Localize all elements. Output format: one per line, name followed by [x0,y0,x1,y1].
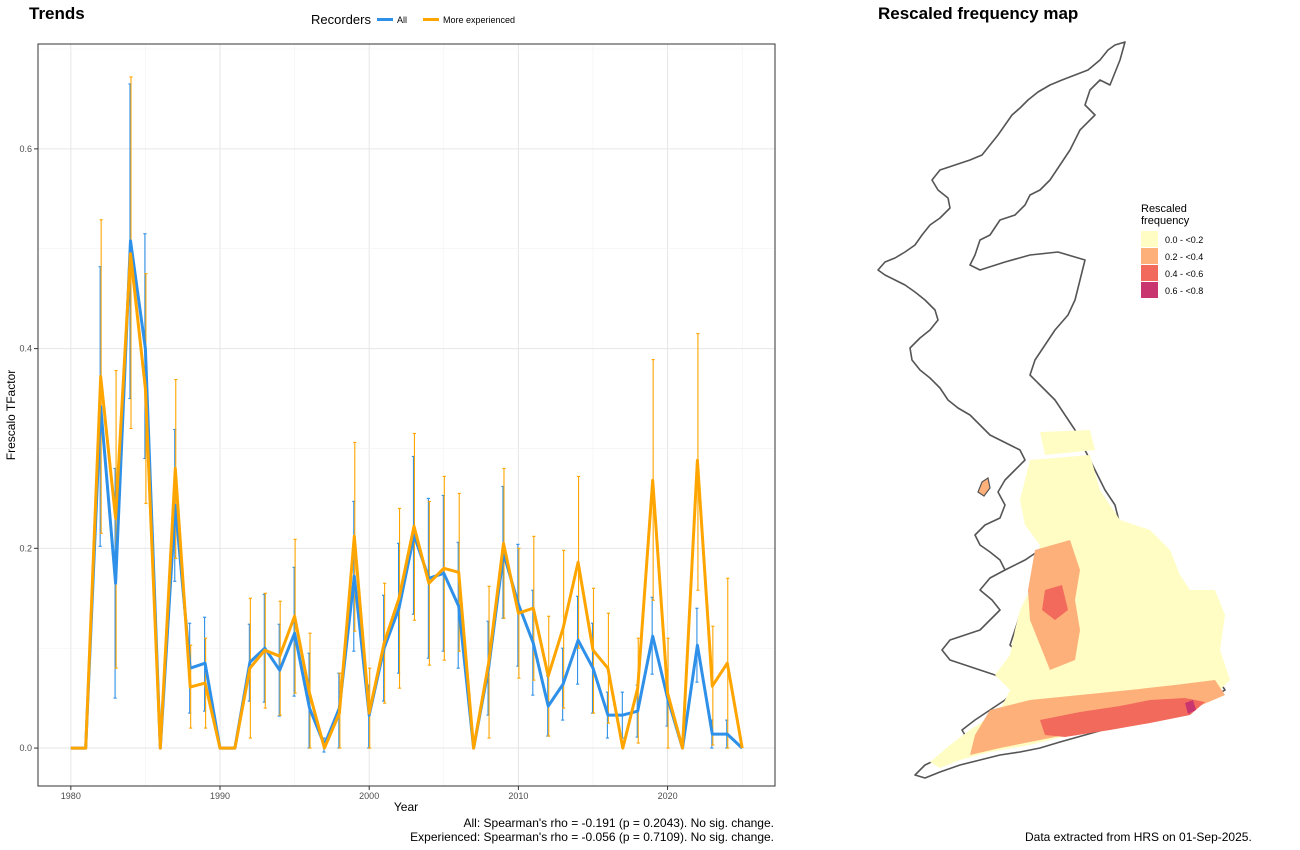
data-extracted-note: Data extracted from HRS on 01-Sep-2025. [1025,830,1252,844]
map-legend: Rescaled frequency 0.0 - <0.2 0.2 - <0.4… [1141,203,1203,298]
map-isle-of-man [977,477,991,497]
x-tick-label: 1990 [210,791,230,801]
y-tick-label: 0.2 [19,543,32,553]
trend-chart: 1980 1990 2000 2010 2020 0.0 0.2 0.4 0.6 Year Fr… [4,43,776,814]
chart-legend: Recorders All More experienced [311,12,515,27]
x-tick-label: 2010 [508,791,528,801]
map-coastline [877,41,1226,779]
legend-label-experienced: More experienced [442,14,516,25]
y-axis-label: Frescalo TFactor [4,370,18,460]
map-legend-label-3: 0.6 - <0.8 [1165,286,1203,296]
frequency-cells [930,430,1230,768]
map-legend-label-0: 0.0 - <0.2 [1165,235,1203,245]
map-legend-swatch-3 [1141,282,1158,298]
map-title: Rescaled frequency map [878,4,1079,23]
stats-all: All: Spearman's rho = -0.191 (p = 0.2043… [463,816,774,830]
legend-label-all: All [396,14,407,25]
map-legend-swatch-0 [1141,231,1158,247]
error-bars [98,76,730,753]
y-tick-label: 0.4 [19,344,32,354]
map-legend-title-2: frequency [1141,215,1190,227]
chart-title: Trends [29,4,85,23]
map-legend-swatch-2 [1141,265,1158,281]
x-axis-label: Year [394,800,418,814]
x-tick-label: 1980 [61,791,81,801]
legend-swatch-experienced [422,18,439,21]
map-legend-title-1: Rescaled [1141,203,1187,215]
series-line-more-experienced [70,252,744,750]
stats-experienced: Experienced: Spearman's rho = -0.056 (p … [410,830,774,844]
legend-title: Recorders [311,12,371,27]
x-tick-label: 2020 [658,791,678,801]
series-line-all [70,239,744,750]
series-lines [70,239,744,750]
map-legend-label-2: 0.4 - <0.6 [1165,269,1203,279]
y-tick-label: 0.0 [19,743,32,753]
x-tick-label: 2000 [359,791,379,801]
y-tick-label: 0.6 [19,144,32,154]
map-legend-swatch-1 [1141,248,1158,264]
plot-border [37,43,776,787]
stats-footnote: All: Spearman's rho = -0.191 (p = 0.2043… [174,816,774,844]
axes: 1980 1990 2000 2010 2020 0.0 0.2 0.4 0.6 [19,144,677,801]
map-legend-label-1: 0.2 - <0.4 [1165,252,1203,262]
legend-swatch-all [376,18,393,21]
frequency-map: Rescaled frequency 0.0 - <0.2 0.2 - <0.4… [877,41,1230,779]
